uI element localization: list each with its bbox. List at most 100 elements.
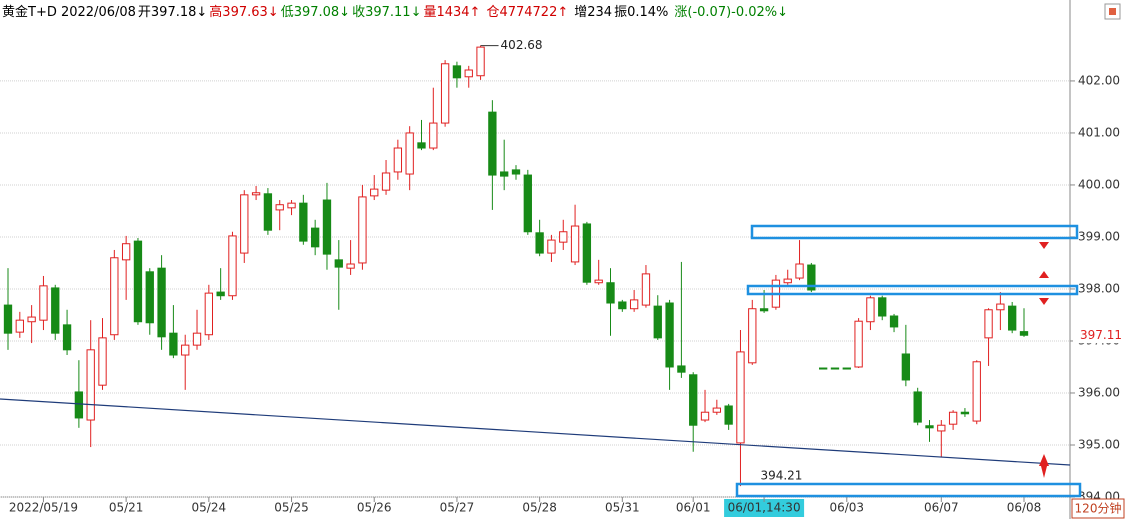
candle-body: [972, 361, 981, 422]
candle-body: [948, 411, 958, 425]
candle-body: [240, 194, 249, 254]
y-tick-label: 399.00: [1078, 229, 1120, 243]
candle-body: [653, 305, 662, 339]
settings-icon-dot: [1109, 8, 1116, 15]
candle-body: [937, 424, 946, 432]
candle-body: [854, 320, 863, 368]
candle-body: [181, 344, 190, 356]
candle-body: [724, 405, 733, 425]
candle-body: [842, 367, 851, 370]
candle-body: [299, 202, 308, 242]
candle-body: [795, 263, 804, 279]
candle-body: [3, 304, 13, 334]
candle-body: [62, 324, 72, 351]
header-item: 低397.08↓: [281, 5, 350, 20]
candle-body: [334, 259, 343, 268]
header-item: 仓4774722↑: [486, 5, 568, 20]
candle-body: [370, 188, 379, 197]
candle-body: [476, 46, 485, 77]
candle-body: [984, 309, 993, 339]
x-tick-label: 05/24: [192, 501, 227, 515]
candle-body: [901, 353, 911, 381]
candle-body: [925, 425, 934, 429]
candle-body: [417, 142, 426, 149]
candle-body: [618, 301, 627, 310]
max-label: 402.68: [501, 38, 543, 52]
x-tick-label: 05/28: [522, 501, 557, 515]
arrow-up: [1039, 271, 1049, 278]
crosshair-label-bg: [724, 499, 805, 517]
y-tick-label: 402.00: [1078, 73, 1120, 87]
candle-body: [960, 411, 970, 415]
candle-body: [452, 65, 462, 79]
candle-body: [700, 411, 710, 421]
x-tick-label: 05/25: [274, 501, 309, 515]
x-tick-label: 05/21: [109, 501, 144, 515]
y-tick-label: 401.00: [1078, 125, 1120, 139]
drawn-box: [746, 284, 1079, 296]
candle-body: [712, 407, 721, 413]
x-tick-label: 06/01: [676, 501, 711, 515]
candle-body: [689, 374, 698, 426]
candle-body: [641, 273, 651, 306]
period-box[interactable]: [1071, 498, 1125, 519]
candle-body: [1008, 305, 1017, 331]
candle-body: [464, 69, 473, 78]
candle-body: [677, 365, 686, 373]
candle-body: [783, 278, 792, 284]
candle-body: [228, 235, 237, 297]
candle-body: [110, 257, 119, 336]
candle-body: [559, 231, 568, 243]
candle-body: [133, 240, 143, 323]
candle-body: [15, 319, 24, 333]
candle-body: [665, 302, 674, 368]
candle-body: [204, 292, 213, 336]
candle-body: [606, 282, 615, 304]
candle-body: [819, 367, 828, 370]
header: 黄金T+D 2022/06/08 开397.18↓ 高397.63↓ 低397.08↓…: [2, 4, 788, 20]
drawn-box: [750, 224, 1079, 240]
candle-body: [216, 291, 225, 297]
candle-body: [322, 199, 332, 255]
candle-body: [488, 111, 497, 176]
x-tick-label: 06/08: [1007, 501, 1042, 515]
y-tick-label: 395.00: [1078, 437, 1120, 451]
x-tick-label: 06/01,14:30: [728, 501, 801, 515]
candle-body: [523, 174, 532, 233]
y-tick-label: 400.00: [1078, 177, 1120, 191]
x-tick-label: 06/07: [924, 501, 959, 515]
header-item: 收397.11↓: [352, 5, 421, 20]
candle-body: [381, 172, 391, 191]
candle-body: [1019, 331, 1029, 336]
candle-body: [582, 223, 592, 283]
header-item: 开397.18↓: [138, 5, 207, 20]
y-tick-label: 396.00: [1078, 385, 1120, 399]
candle-body: [429, 122, 438, 149]
candle-body: [866, 297, 875, 323]
y-tick-label: 398.00: [1078, 281, 1120, 295]
candle-body: [500, 171, 509, 177]
candle-body: [547, 239, 556, 254]
candle-body: [807, 264, 816, 291]
header-item: 涨(-0.07)-0.02%↓: [674, 5, 788, 20]
candle-body: [889, 315, 899, 328]
candle-body: [121, 243, 131, 261]
candle-body: [157, 267, 166, 338]
candle-body: [629, 299, 639, 310]
candle-body: [594, 279, 603, 284]
candle-body: [440, 63, 450, 124]
x-tick-label: 06/03: [829, 501, 864, 515]
candle-body: [287, 202, 296, 209]
candle-body: [748, 308, 757, 364]
candle-body: [358, 196, 367, 264]
x-tick-label: 05/27: [440, 501, 475, 515]
arrow-updown: [1039, 454, 1049, 478]
drawn-box: [735, 482, 1082, 498]
header-item: 高397.63↓: [209, 4, 278, 20]
settings-icon[interactable]: [1104, 3, 1121, 20]
last-price: 397.11: [1080, 328, 1122, 342]
candle-body: [570, 225, 580, 263]
